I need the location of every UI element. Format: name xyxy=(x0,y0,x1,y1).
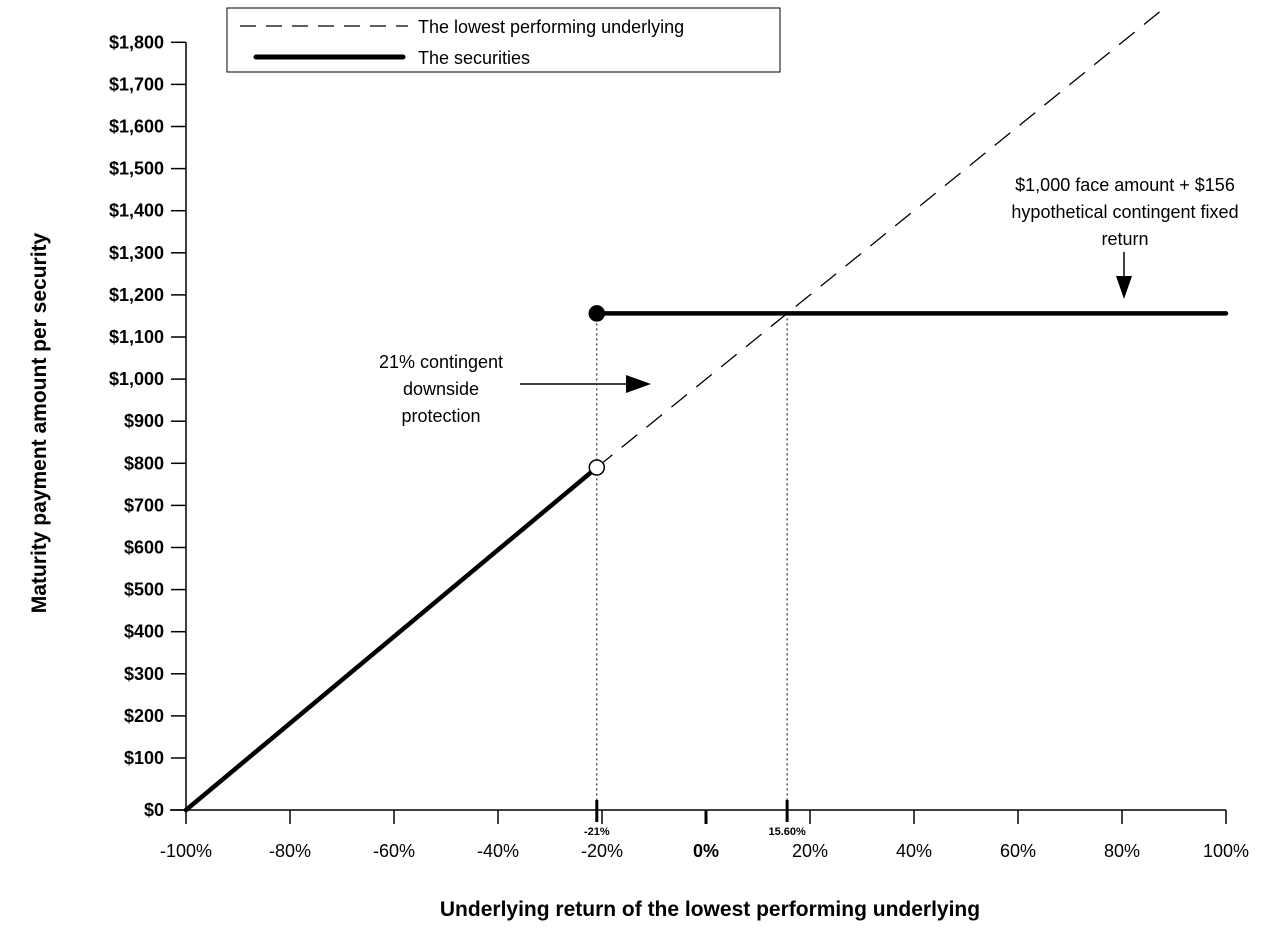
y-tick-label: $1,300 xyxy=(109,243,164,263)
chart-marks xyxy=(183,8,1229,813)
x-tick-label: 60% xyxy=(1000,841,1036,861)
x-tick-label: -40% xyxy=(477,841,519,861)
annotation-line: $1,000 face amount + $156 xyxy=(1015,175,1235,195)
special-x-tick-label: 15.60% xyxy=(768,826,806,838)
x-tick-label: 0% xyxy=(693,841,719,861)
y-tick-label: $1,200 xyxy=(109,285,164,305)
y-tick-label: $700 xyxy=(124,495,164,515)
annotation-line: 21% contingent xyxy=(379,352,503,372)
annotation-line: return xyxy=(1101,229,1148,249)
special-x-tick-label: -21% xyxy=(584,826,610,838)
legend-label-underlying: The lowest performing underlying xyxy=(418,17,684,37)
y-tick-label: $200 xyxy=(124,706,164,726)
y-tick-label: $300 xyxy=(124,664,164,684)
y-tick-label: $1,500 xyxy=(109,159,164,179)
y-tick-label: $1,100 xyxy=(109,327,164,347)
y-tick-label: $1,600 xyxy=(109,117,164,137)
x-tick-label: 80% xyxy=(1104,841,1140,861)
legend-box xyxy=(226,7,781,73)
legend-label-securities: The securities xyxy=(418,48,530,68)
y-tick-label: $100 xyxy=(124,748,164,768)
y-tick-label: $800 xyxy=(124,453,164,473)
filled-circle-marker xyxy=(588,305,606,322)
arrowhead-down-icon xyxy=(1116,276,1132,299)
arrowhead-right-icon xyxy=(626,375,651,393)
y-axis-title: Maturity payment amount per security xyxy=(28,232,51,613)
y-tick-label: $1,800 xyxy=(109,32,164,52)
y-tick-label: $1,000 xyxy=(109,369,164,389)
securities-line-segment xyxy=(183,465,600,813)
open-circle-marker xyxy=(588,459,606,476)
annotation-line: protection xyxy=(401,406,480,426)
y-tick-label: $0 xyxy=(144,800,164,820)
annotation-line: downside xyxy=(403,379,479,399)
x-tick-label: 40% xyxy=(896,841,932,861)
x-tick-label: -60% xyxy=(373,841,415,861)
annotation-downside-protection: 21% contingent downside protection xyxy=(379,352,651,426)
y-tick-label: $400 xyxy=(124,622,164,642)
annotation-fixed-return: $1,000 face amount + $156 hypothetical c… xyxy=(1011,175,1239,299)
legend: The lowest performing underlying The sec… xyxy=(226,7,781,73)
x-tick-label: 20% xyxy=(792,841,828,861)
x-axis-title: Underlying return of the lowest performi… xyxy=(440,898,980,921)
underlying-dashed-line xyxy=(596,8,1165,469)
y-tick-label: $1,400 xyxy=(109,201,164,221)
x-tick-label: -100% xyxy=(160,841,212,861)
x-tick-label: -80% xyxy=(269,841,311,861)
y-tick-label: $500 xyxy=(124,580,164,600)
x-tick-label: 100% xyxy=(1203,841,1249,861)
annotation-line: hypothetical contingent fixed xyxy=(1011,202,1238,222)
axes: $0 $100 $200 $300 $400 $500 $600 $700 $800 $900 $1… xyxy=(109,32,1249,861)
x-tick-label: -20% xyxy=(581,841,623,861)
y-tick-label: $600 xyxy=(124,538,164,558)
y-tick-label: $1,700 xyxy=(109,74,164,94)
y-tick-label: $900 xyxy=(124,411,164,431)
